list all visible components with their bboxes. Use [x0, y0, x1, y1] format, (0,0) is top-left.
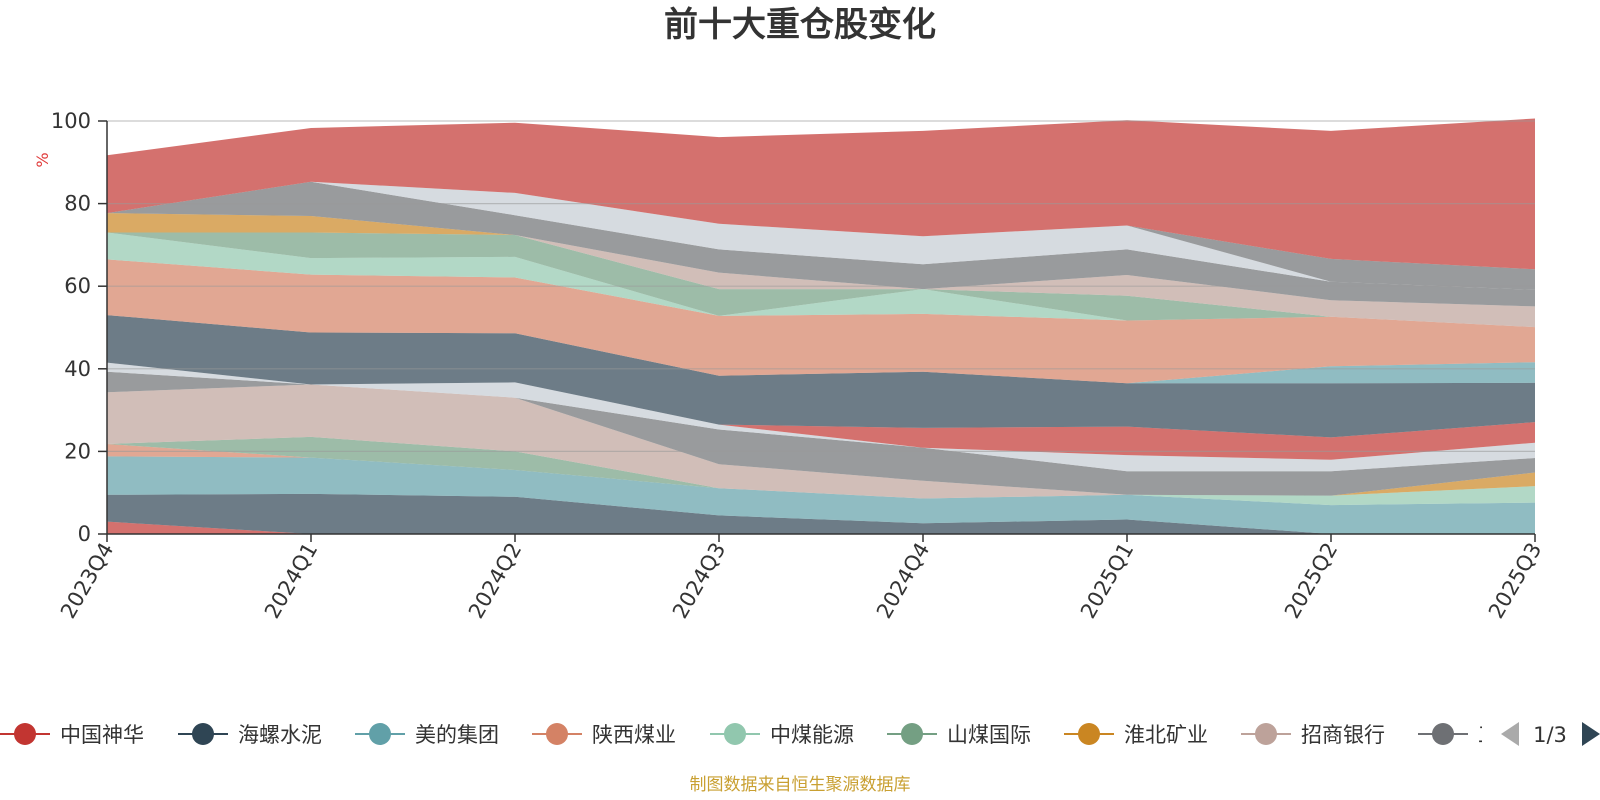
legend-label: 海螺水泥 [238, 723, 322, 747]
y-tick-label: 100 [51, 109, 91, 133]
legend-label: 招商银行 [1301, 723, 1385, 747]
legend-item-8[interactable]: 招商银行 [1241, 723, 1385, 747]
legend-circle-marker [1432, 723, 1454, 745]
area-series-9[interactable] [107, 371, 1535, 496]
legend-circle-marker [724, 723, 746, 745]
area-series-18[interactable] [107, 213, 1535, 328]
x-tick-label: 2024Q4 [872, 539, 934, 623]
legend-clip-mask [1482, 710, 1600, 760]
legend-label: 淮北矿业 [1124, 723, 1208, 747]
area-series-7[interactable] [107, 436, 1535, 499]
legend-item-3[interactable]: 美的集团 [355, 723, 499, 747]
area-series-12[interactable] [107, 315, 1535, 438]
y-tick-label: 20 [64, 439, 91, 463]
area-series-5[interactable] [107, 444, 1535, 506]
legend-circle-marker [1078, 723, 1100, 745]
y-tick-label: 0 [78, 522, 91, 546]
legend-circle-marker [546, 723, 568, 745]
x-tick-label: 2024Q2 [464, 539, 526, 623]
area-series-1[interactable] [107, 521, 1535, 534]
area-series-20[interactable] [107, 181, 1535, 290]
legend-label: 美的集团 [415, 723, 499, 747]
legend-item-7[interactable]: 淮北矿业 [1064, 723, 1208, 747]
legend-circle-marker [901, 723, 923, 745]
x-tick-label: 2025Q3 [1484, 539, 1546, 623]
area-series-16[interactable] [107, 232, 1535, 328]
legend-circle-marker [369, 723, 391, 745]
area-series-13[interactable] [107, 315, 1535, 384]
area-series-3[interactable] [107, 456, 1535, 534]
x-tick-label: 2024Q1 [260, 539, 322, 623]
x-tick-label: 2025Q1 [1076, 539, 1138, 623]
gridlines [107, 120, 1535, 452]
legend-item-2[interactable]: 海螺水泥 [178, 723, 322, 747]
area-series-21[interactable] [107, 181, 1535, 290]
legend-label: 中国神华 [60, 723, 144, 747]
x-tick-label: 2024Q3 [668, 539, 730, 623]
area-series-14[interactable] [107, 259, 1535, 384]
legend-circle-marker [192, 723, 214, 745]
area-series-2[interactable] [107, 493, 1535, 534]
area-series-22[interactable] [107, 118, 1535, 270]
y-tick-label: 60 [64, 274, 91, 298]
data-source-note: 制图数据来自恒生聚源数据库 [690, 775, 911, 795]
y-tick-label: 40 [64, 357, 91, 381]
legend-circle-marker [1255, 723, 1277, 745]
legend-label: 陕西煤业 [592, 723, 676, 747]
legend-next-page-icon[interactable] [1582, 722, 1600, 746]
area-series-15[interactable] [107, 232, 1535, 328]
legend-label: 山煤国际 [947, 723, 1031, 747]
area-series-17[interactable] [107, 213, 1535, 328]
area-series-10[interactable] [107, 362, 1535, 472]
area-series-8[interactable] [107, 384, 1535, 499]
area-series-11[interactable] [107, 362, 1535, 460]
chart-title: 前十大重仓股变化 [664, 5, 936, 45]
y-tick-label: 80 [64, 192, 91, 216]
legend-circle-marker [14, 723, 36, 745]
x-tick-label: 2025Q2 [1280, 539, 1342, 623]
legend-item-6[interactable]: 山煤国际 [887, 723, 1031, 747]
legend-item-5[interactable]: 中煤能源 [710, 723, 854, 747]
area-series-6[interactable] [107, 436, 1535, 499]
legend-item-4[interactable]: 陕西煤业 [532, 723, 676, 747]
legend[interactable]: 中国神华海螺水泥美的集团陕西煤业中煤能源山煤国际淮北矿业招商银行工1/3 [0, 710, 1600, 760]
x-tick-label: 2023Q4 [56, 539, 118, 623]
area-series-19[interactable] [107, 181, 1535, 307]
legend-label: 中煤能源 [770, 723, 854, 747]
y-axis-unit: % [33, 152, 52, 167]
legend-page-indicator: 1/3 [1533, 723, 1567, 747]
legend-item-1[interactable]: 中国神华 [0, 723, 144, 747]
series-areas [107, 118, 1535, 534]
legend-prev-page-icon[interactable] [1501, 722, 1519, 746]
